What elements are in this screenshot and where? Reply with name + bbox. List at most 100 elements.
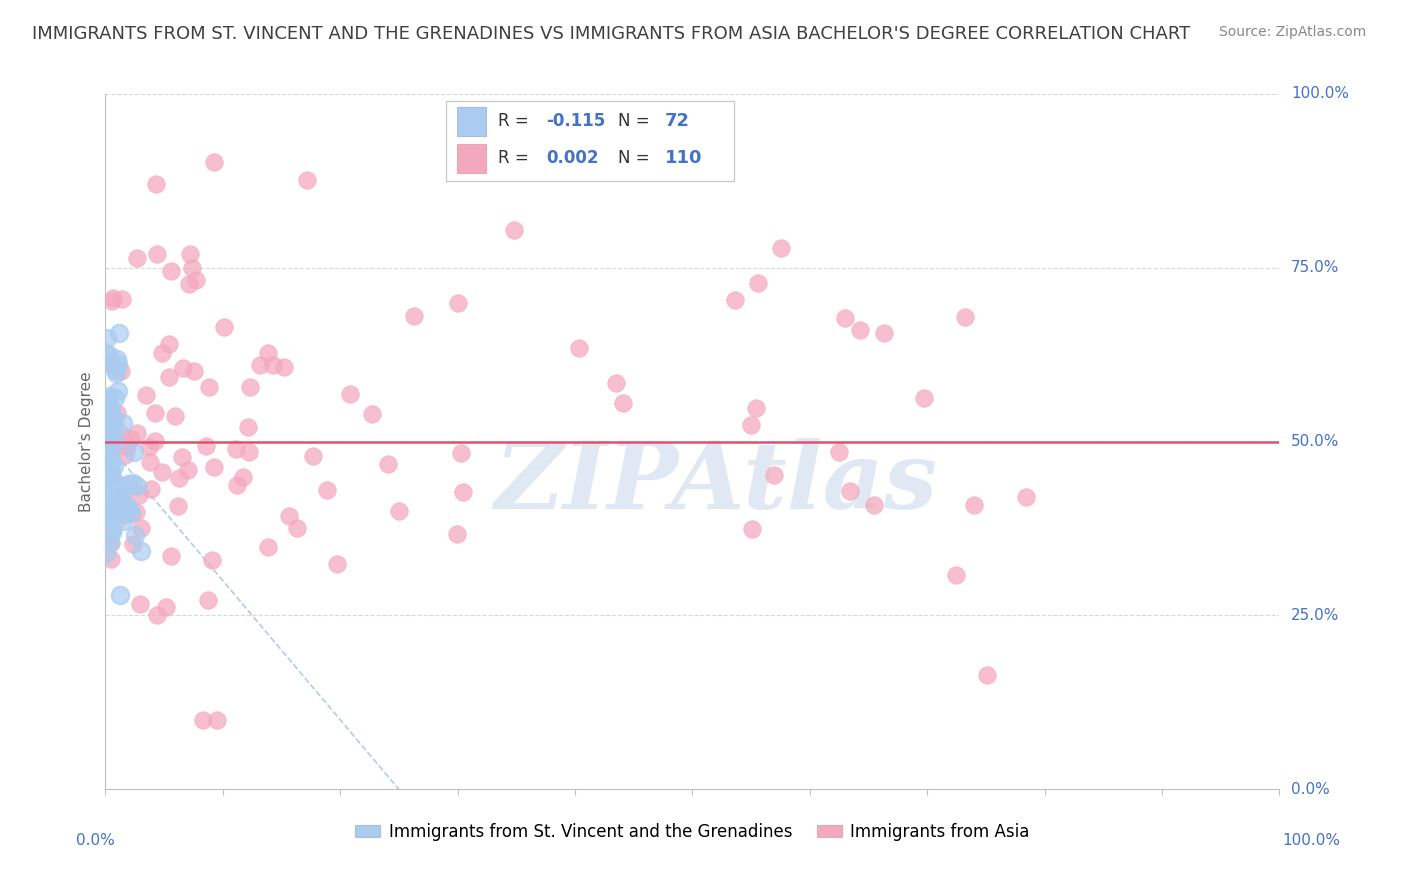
Point [97, 419, 120, 434]
Point [953, 310, 976, 325]
Point [97, 460, 120, 475]
Point [326, 557, 349, 571]
Point [912, 391, 935, 405]
Point [285, 521, 308, 535]
Point [98, 487, 121, 501]
Point [96, 459, 118, 474]
Point [125, 478, 148, 492]
Point [96, 435, 118, 450]
Point [105, 366, 128, 380]
Point [105, 513, 128, 527]
Point [117, 501, 139, 516]
Point [145, 434, 167, 448]
Point [100, 502, 122, 516]
Point [160, 549, 183, 564]
Text: 50.0%: 50.0% [1291, 434, 1340, 449]
Point [177, 462, 200, 476]
Point [122, 445, 145, 459]
Point [138, 455, 160, 469]
Point [101, 510, 124, 524]
Point [100, 440, 122, 454]
Point [339, 387, 361, 401]
Point [111, 514, 134, 528]
Point [256, 345, 278, 359]
Point [122, 537, 145, 551]
Point [94, 502, 117, 516]
Point [103, 414, 125, 428]
Point [828, 444, 851, 458]
Point [124, 528, 146, 542]
Point [157, 369, 180, 384]
Point [100, 431, 122, 445]
Point [125, 505, 148, 519]
Point [117, 477, 139, 491]
Point [105, 406, 128, 420]
Point [167, 471, 190, 485]
Point [146, 246, 169, 260]
Point [232, 469, 254, 483]
Point [101, 416, 124, 430]
Point [104, 363, 127, 377]
Point [117, 500, 139, 515]
Point [197, 592, 219, 607]
Point [201, 552, 224, 566]
Point [167, 499, 190, 513]
Point [212, 320, 235, 334]
Point [302, 450, 325, 464]
Point [101, 470, 124, 484]
Point [145, 177, 167, 191]
Point [100, 357, 122, 371]
Text: 25.0%: 25.0% [1291, 608, 1340, 623]
Text: 100.0%: 100.0% [1282, 833, 1341, 847]
Point [100, 468, 122, 483]
Point [107, 493, 129, 508]
Point [111, 478, 134, 492]
Point [100, 417, 122, 432]
Point [747, 277, 769, 291]
Point [97, 434, 120, 449]
Point [97, 471, 120, 485]
Point [838, 483, 860, 498]
Point [110, 488, 132, 502]
Point [105, 499, 128, 513]
Point [157, 337, 180, 351]
Point [150, 466, 173, 480]
Point [100, 356, 122, 370]
Point [103, 475, 125, 489]
Point [105, 351, 128, 366]
Point [101, 407, 124, 421]
Point [97, 348, 120, 362]
Point [97, 392, 120, 406]
Text: ZIPAtlas: ZIPAtlas [495, 438, 938, 528]
Text: 0.0%: 0.0% [76, 833, 115, 847]
Point [360, 408, 382, 422]
Point [834, 310, 856, 325]
Point [105, 489, 128, 503]
Text: 0.0%: 0.0% [1291, 782, 1330, 797]
Text: IMMIGRANTS FROM ST. VINCENT AND THE GRENADINES VS IMMIGRANTS FROM ASIA BACHELOR': IMMIGRANTS FROM ST. VINCENT AND THE GREN… [32, 25, 1191, 43]
Point [451, 485, 474, 500]
Point [98, 535, 121, 549]
Point [184, 273, 207, 287]
Point [120, 506, 142, 520]
Point [100, 454, 122, 468]
Point [450, 446, 472, 460]
Point [98, 445, 121, 459]
Point [107, 384, 129, 399]
Point [315, 483, 337, 497]
Point [111, 491, 134, 505]
Point [115, 440, 138, 454]
Point [143, 406, 166, 420]
Point [96, 460, 118, 475]
Point [103, 459, 125, 474]
Point [724, 293, 747, 307]
Point [446, 527, 468, 541]
Point [976, 667, 998, 681]
Point [94, 423, 117, 437]
Point [179, 246, 201, 260]
Point [107, 357, 129, 371]
Point [165, 409, 187, 423]
Point [945, 567, 967, 582]
Point [108, 588, 131, 602]
Point [236, 420, 259, 434]
